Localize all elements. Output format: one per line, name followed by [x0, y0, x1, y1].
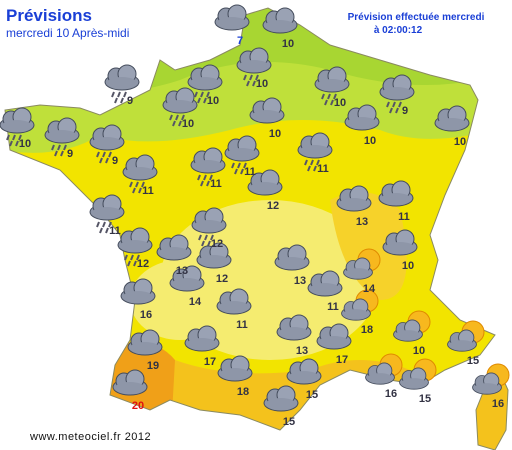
- footer: www.meteociel.fr 2012: [29, 431, 151, 443]
- temperature: 15: [467, 355, 479, 367]
- temperature: 16: [385, 388, 397, 400]
- temperature: 14: [189, 296, 202, 308]
- temperature: 10: [269, 128, 281, 140]
- temperature: 15: [283, 416, 295, 428]
- title: Prévisions: [6, 6, 92, 25]
- temperature: 18: [237, 386, 249, 398]
- weather-icon: [105, 65, 139, 103]
- temperature: 12: [216, 273, 228, 285]
- temperature: 18: [361, 324, 373, 336]
- temperature: 17: [204, 356, 216, 368]
- weather-icon: [120, 278, 156, 305]
- temperature: 7: [237, 35, 243, 47]
- temperature: 12: [211, 238, 223, 250]
- temperature: 10: [256, 78, 268, 90]
- temperature: 9: [67, 148, 73, 160]
- temperature: 10: [207, 95, 219, 107]
- temperature: 10: [282, 38, 294, 50]
- temperature: 20: [132, 400, 144, 412]
- temperature: 11: [236, 319, 248, 331]
- temperature: 13: [294, 275, 306, 287]
- temperature: 11: [142, 185, 154, 197]
- temperature: 12: [137, 258, 149, 270]
- temperature: 15: [419, 393, 431, 405]
- temperature: 10: [19, 138, 31, 150]
- subtitle: mercredi 10 Après-midi: [6, 26, 129, 40]
- temperature: 10: [454, 136, 466, 148]
- temperature: 11: [244, 166, 256, 178]
- temperature: 10: [182, 118, 194, 130]
- temperature: 13: [356, 216, 368, 228]
- temperature: 9: [112, 155, 118, 167]
- temperature: 16: [140, 309, 152, 321]
- temperature: 11: [109, 225, 121, 237]
- temperature: 13: [296, 345, 308, 357]
- temperature: 17: [336, 354, 348, 366]
- temperature: 11: [317, 163, 329, 175]
- temperature: 10: [334, 97, 346, 109]
- issued-label: Prévision effectuée mercredi: [348, 12, 485, 23]
- temperature: 10: [402, 260, 414, 272]
- temperature: 13: [176, 265, 188, 277]
- temperature: 19: [147, 360, 159, 372]
- temperature: 10: [364, 135, 376, 147]
- temperature: 15: [306, 389, 318, 401]
- temperature: 14: [363, 283, 376, 295]
- temperature: 9: [127, 95, 133, 107]
- weather-icon: [214, 4, 250, 31]
- temperature: 11: [327, 301, 339, 313]
- stations: 7 10 9 10 10 10 9 10 9 10 9 10 10 10 11 11 11 11 12 13 11 11 1…: [0, 4, 509, 428]
- temperature: 12: [267, 200, 279, 212]
- issued-time: à 02:00:12: [374, 25, 423, 36]
- temperature: 11: [398, 211, 410, 223]
- temperature: 16: [492, 398, 504, 410]
- temperature: 9: [402, 105, 408, 117]
- france-outline: [4, 7, 496, 431]
- temperature: 11: [210, 178, 222, 190]
- temperature: 10: [413, 345, 425, 357]
